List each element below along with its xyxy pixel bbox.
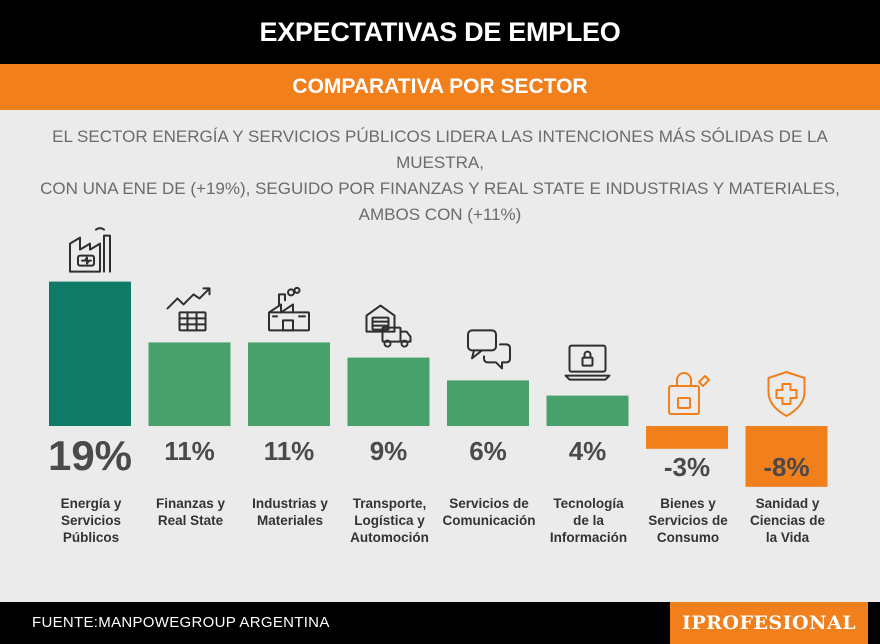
- category-label: Finanzas y: [156, 496, 226, 511]
- bar-1: [148, 342, 231, 426]
- truck-warehouse-icon: [365, 304, 412, 348]
- category-label: Servicios de: [648, 513, 728, 528]
- factory-battery-icon: [69, 227, 111, 273]
- description: EL SECTOR ENERGÍA Y SERVICIOS PÚBLICOS L…: [20, 124, 860, 228]
- category-label: Energía y: [61, 496, 122, 511]
- laptop-lock-icon: [564, 344, 611, 381]
- bar-3: [347, 357, 430, 426]
- source-text: FUENTE:MANPOWEGROUP ARGENTINA: [32, 614, 330, 631]
- bar-7: [745, 426, 828, 487]
- value-label: -8%: [763, 452, 809, 482]
- value-label: 11%: [264, 436, 315, 466]
- category-label: Servicios: [61, 513, 121, 528]
- chat-bubbles-icon: [467, 329, 511, 370]
- category-label: Industrias y: [252, 496, 328, 511]
- value-label: 9%: [370, 436, 408, 466]
- category-label: Real State: [158, 513, 224, 528]
- category-label: Ciencias de: [750, 513, 826, 528]
- category-label: Consumo: [657, 530, 719, 545]
- category-label: Tecnología: [553, 496, 624, 511]
- category-label: la Vida: [766, 530, 810, 545]
- bar-chart: 19% Energía y Servicios Públicos 11% Finanzas…: [48, 227, 828, 545]
- chart-title: EXPECTATIVAS DE EMPLEO: [259, 16, 621, 47]
- chart-table-icon: [166, 287, 211, 332]
- value-label: 6%: [469, 436, 507, 466]
- value-label: 11%: [164, 436, 215, 466]
- brand-logo: IPROFESIONAL: [670, 602, 868, 644]
- bar-4: [447, 380, 529, 426]
- shopping-bag-icon: [668, 372, 710, 415]
- category-label: Materiales: [257, 513, 323, 528]
- description-line: CON UNA ENE DE (+19%), SEGUIDO POR FINAN…: [40, 179, 840, 198]
- bar-0: [49, 281, 131, 426]
- category-label: Sanidad y: [756, 496, 820, 511]
- value-label: -3%: [664, 452, 710, 482]
- category-label: Información: [550, 530, 627, 545]
- category-label: de la: [573, 513, 604, 528]
- footer: FUENTE:MANPOWEGROUP ARGENTINA IPROFESION…: [0, 602, 880, 644]
- category-label: Públicos: [63, 530, 119, 545]
- category-label: Servicios de: [449, 496, 529, 511]
- category-label: Automoción: [350, 530, 429, 545]
- category-label: Bienes y: [660, 496, 716, 511]
- factory-icon: [268, 286, 310, 332]
- value-label: 19%: [48, 432, 132, 479]
- health-shield-icon: [767, 371, 806, 417]
- value-label: 4%: [569, 436, 607, 466]
- category-label: Logística y: [354, 513, 425, 528]
- category-label: Transporte,: [353, 496, 427, 511]
- category-label: Comunicación: [442, 513, 535, 528]
- bar-5: [546, 395, 629, 426]
- description-line: AMBOS CON (+11%): [358, 205, 522, 224]
- chart-subtitle: COMPARATIVA POR SECTOR: [292, 75, 588, 98]
- bar-2: [248, 342, 330, 426]
- subtitle-bar: COMPARATIVA POR SECTOR: [0, 64, 880, 110]
- description-line: EL SECTOR ENERGÍA Y SERVICIOS PÚBLICOS L…: [52, 127, 828, 172]
- title-bar: EXPECTATIVAS DE EMPLEO: [0, 0, 880, 64]
- bar-6: [646, 426, 728, 449]
